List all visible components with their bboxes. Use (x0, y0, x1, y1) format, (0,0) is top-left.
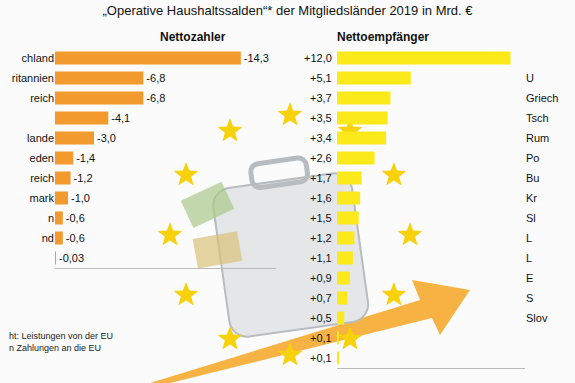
svg-text:+3,7: +3,7 (310, 92, 332, 104)
svg-text:U: U (526, 72, 534, 84)
svg-text:+1,5: +1,5 (310, 212, 332, 224)
svg-text:ritannien: ritannien (12, 72, 54, 84)
svg-text:E: E (526, 272, 533, 284)
svg-text:+0,1: +0,1 (310, 352, 332, 364)
svg-text:-1,2: -1,2 (74, 172, 93, 184)
svg-text:-3,0: -3,0 (97, 132, 116, 144)
svg-text:-0,6: -0,6 (66, 232, 85, 244)
svg-text:reich: reich (30, 172, 54, 184)
svg-text:eden: eden (30, 152, 54, 164)
svg-text:-0,03: -0,03 (59, 252, 84, 264)
svg-text:+1,7: +1,7 (310, 172, 332, 184)
svg-text:+0,7: +0,7 (310, 292, 332, 304)
svg-text:reich: reich (30, 92, 54, 104)
svg-text:Kr: Kr (526, 192, 537, 204)
svg-text:L: L (526, 232, 532, 244)
svg-text:+12,0: +12,0 (304, 52, 332, 64)
svg-text:chland: chland (22, 52, 54, 64)
svg-text:ht: Leistungen von der EUn Zah: ht: Leistungen von der EUn Zahlungen an … (9, 331, 113, 353)
svg-text:Bu: Bu (526, 172, 539, 184)
svg-text:mark: mark (30, 192, 55, 204)
svg-text:Rum: Rum (526, 132, 549, 144)
svg-text:Nettoempfänger: Nettoempfänger (337, 30, 429, 44)
svg-text:+0,1: +0,1 (310, 332, 332, 344)
svg-text:nd: nd (42, 232, 54, 244)
svg-text:+0,5: +0,5 (310, 312, 332, 324)
svg-text:-6,8: -6,8 (146, 92, 165, 104)
svg-text:„Operative Haushaltssalden“* d: „Operative Haushaltssalden“* der Mitglie… (103, 3, 474, 18)
svg-text:n: n (48, 212, 54, 224)
svg-text:+0,9: +0,9 (310, 272, 332, 284)
svg-text:Sl: Sl (526, 212, 536, 224)
svg-text:Po: Po (526, 152, 539, 164)
svg-text:-6,8: -6,8 (146, 72, 165, 84)
svg-text:-4,1: -4,1 (111, 112, 130, 124)
svg-text:-0,6: -0,6 (66, 212, 85, 224)
svg-text:Griech: Griech (526, 92, 558, 104)
svg-text:+3,4: +3,4 (310, 132, 332, 144)
svg-text:+5,1: +5,1 (310, 72, 332, 84)
svg-text:+1,6: +1,6 (310, 192, 332, 204)
svg-text:+1,1: +1,1 (310, 252, 332, 264)
svg-text:-1,0: -1,0 (71, 192, 90, 204)
svg-text:+1,2: +1,2 (310, 232, 332, 244)
svg-text:lande: lande (27, 132, 54, 144)
svg-text:Slov: Slov (526, 312, 548, 324)
svg-text:S: S (526, 292, 533, 304)
svg-text:-1,4: -1,4 (76, 152, 95, 164)
svg-text:L: L (526, 252, 532, 264)
svg-text:-14,3: -14,3 (244, 52, 269, 64)
svg-text:Tsch: Tsch (526, 112, 549, 124)
svg-text:+3,5: +3,5 (310, 112, 332, 124)
svg-text:Nettozahler: Nettozahler (160, 30, 226, 44)
svg-text:+2,6: +2,6 (310, 152, 332, 164)
